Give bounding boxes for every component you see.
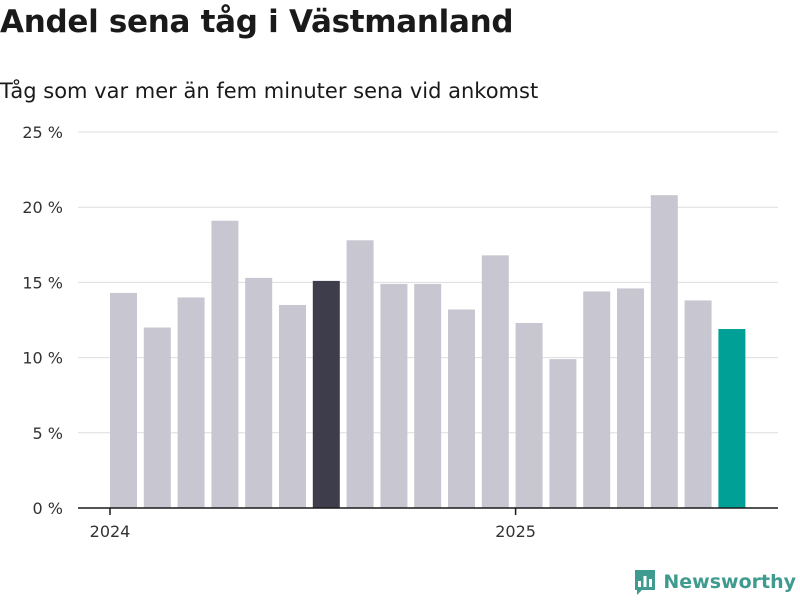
y-tick-label: 5 % <box>33 424 63 443</box>
y-tick-label: 20 % <box>22 198 63 217</box>
bar <box>211 220 239 508</box>
newsworthy-logo: Newsworthy <box>633 568 796 596</box>
bar <box>448 309 475 508</box>
bar <box>380 283 408 508</box>
bar <box>617 288 644 508</box>
y-tick-label: 10 % <box>22 349 63 368</box>
bar <box>718 329 746 508</box>
bar <box>583 291 611 508</box>
y-tick-label: 25 % <box>22 123 63 142</box>
bar <box>684 300 712 508</box>
bar <box>110 292 137 508</box>
bar <box>346 240 374 508</box>
y-tick-label: 0 % <box>33 499 63 518</box>
bar <box>245 277 273 508</box>
newsworthy-logo-text: Newsworthy <box>663 571 796 593</box>
newsworthy-chart-icon <box>635 570 656 595</box>
bar <box>279 304 306 508</box>
bar <box>481 255 509 508</box>
bar <box>549 359 577 508</box>
chart-subtitle: Tåg som var mer än fem minuter sena vid … <box>0 79 539 103</box>
bar <box>143 327 171 508</box>
x-tick-label: 2025 <box>495 522 536 541</box>
bar <box>650 195 678 508</box>
bar <box>177 297 205 508</box>
bar <box>414 283 442 508</box>
x-tick-label: 2024 <box>90 522 131 541</box>
chart-title: Andel sena tåg i Västmanland <box>0 4 514 40</box>
bar <box>312 280 340 508</box>
y-tick-label: 15 % <box>22 273 63 292</box>
bar <box>515 323 543 508</box>
